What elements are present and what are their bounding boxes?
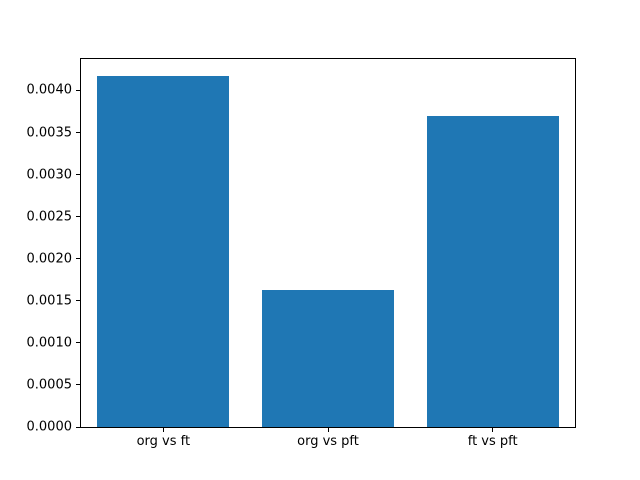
x-tick-mark <box>327 428 329 432</box>
x-tick-label: org vs ft <box>136 434 191 449</box>
y-tick-mark <box>76 132 80 134</box>
plot-area: 0.0000 0.0005 0.0010 0.0015 0.0020 0.0025 0.00… <box>27 58 576 448</box>
y-tick-mark <box>76 426 80 428</box>
y-tick-label: 0.0020 <box>26 251 73 267</box>
y-tick-mark <box>76 216 80 218</box>
y-tick-label: 0.0000 <box>26 419 73 435</box>
bar-org-vs-ft <box>97 76 230 427</box>
y-tick-label: 0.0035 <box>26 125 73 141</box>
y-tick-label: 0.0030 <box>26 167 73 183</box>
y-tick-mark <box>76 258 80 260</box>
bar-org-vs-pft <box>262 289 394 427</box>
x-tick-label: org vs pft <box>297 434 359 449</box>
y-tick-label: 0.0040 <box>26 82 73 98</box>
bar-ft-vs-pft <box>426 115 559 427</box>
y-tick-label: 0.0005 <box>26 377 73 393</box>
y-tick-mark <box>76 342 80 344</box>
y-tick-mark <box>76 384 80 386</box>
y-tick-label: 0.0025 <box>26 209 73 225</box>
x-tick-label: ft vs pft <box>467 434 518 449</box>
y-tick-mark <box>76 300 80 302</box>
y-tick-label: 0.0010 <box>26 335 73 351</box>
y-tick-mark <box>76 174 80 176</box>
x-tick-mark <box>492 428 494 432</box>
y-tick-mark <box>76 89 80 91</box>
x-tick-mark <box>162 428 164 432</box>
y-tick-label: 0.0015 <box>26 293 73 309</box>
